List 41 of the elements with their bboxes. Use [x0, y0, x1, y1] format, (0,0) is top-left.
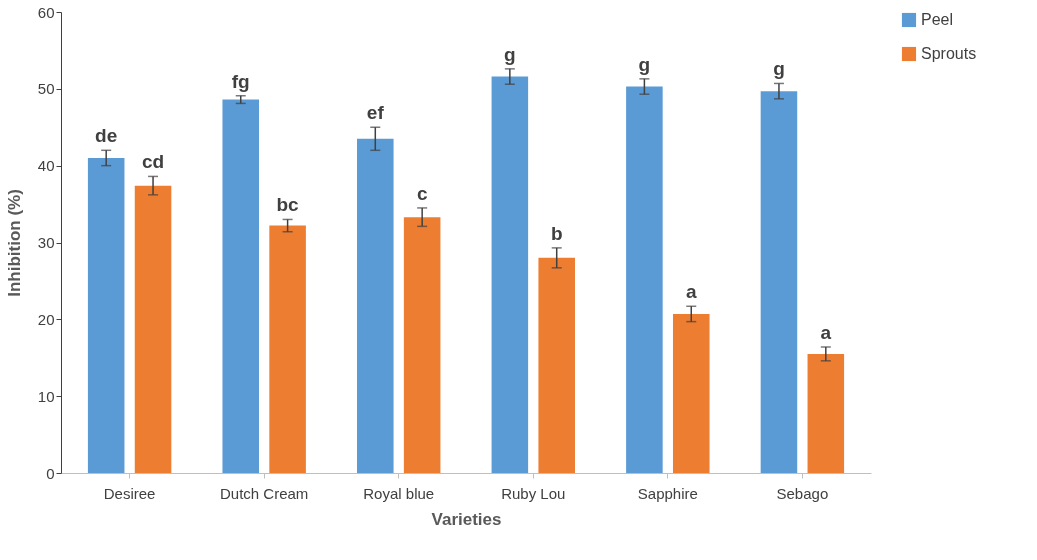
y-tick-label: 40	[37, 157, 55, 175]
data-label: cd	[141, 151, 165, 173]
x-tick-label: Dutch Cream	[219, 484, 309, 502]
bar	[357, 138, 394, 473]
x-tick-label: Desiree	[103, 484, 156, 502]
data-label: g	[638, 53, 651, 75]
bar	[222, 99, 260, 473]
data-label: g	[504, 43, 516, 65]
x-tick-label: Sapphire	[637, 484, 698, 502]
bar	[403, 217, 441, 473]
bar	[134, 185, 172, 473]
data-label: a	[820, 321, 832, 343]
x-tick-label: Royal blue	[363, 484, 435, 502]
y-tick-label: 50	[37, 80, 55, 98]
data-label: g	[773, 58, 785, 80]
y-tick-label: 20	[37, 310, 55, 328]
bar	[538, 257, 575, 473]
y-tick-label: 0	[46, 464, 55, 482]
data-label: b	[550, 222, 563, 244]
bar	[491, 76, 529, 473]
y-axis-title: Inhibition (%)	[4, 189, 24, 297]
bar	[626, 86, 663, 473]
bar	[269, 225, 306, 473]
legend-label: Sprouts	[921, 45, 977, 62]
legend-label: Peel	[921, 11, 954, 28]
bar	[807, 353, 845, 473]
data-label: c	[416, 182, 428, 204]
bar	[760, 91, 798, 473]
y-tick-label: 10	[37, 387, 55, 405]
data-label: a	[685, 281, 697, 303]
bar	[672, 313, 710, 473]
y-tick-label: 60	[37, 3, 55, 21]
x-tick-label: Ruby Lou	[501, 484, 566, 502]
data-label: fg	[231, 70, 250, 92]
y-tick-label: 30	[37, 234, 55, 251]
data-label: bc	[276, 194, 300, 216]
data-label: de	[95, 125, 118, 147]
x-axis-title: Varieties	[431, 509, 502, 529]
data-label: ef	[366, 102, 385, 124]
x-tick-label: Sebago	[776, 484, 829, 502]
bar	[87, 157, 125, 473]
